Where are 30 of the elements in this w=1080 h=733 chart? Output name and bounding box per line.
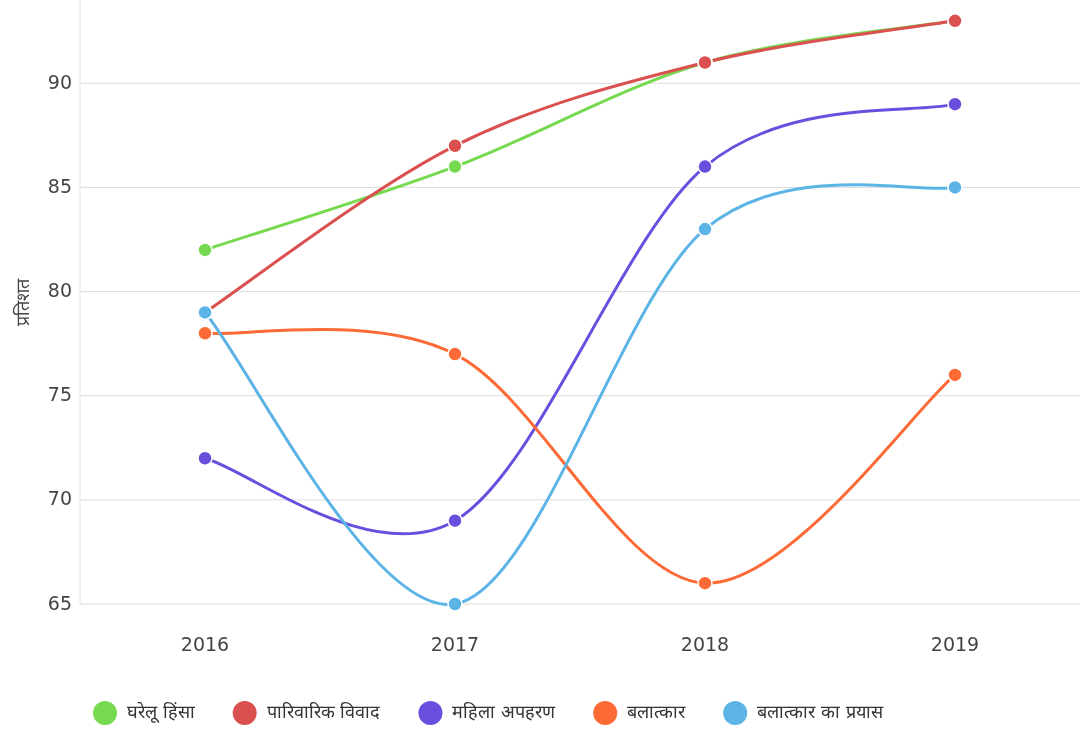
- point: [697, 575, 713, 591]
- y-tick-label: 65: [47, 591, 72, 614]
- point: [947, 96, 963, 112]
- y-axis-title: प्रतिशत: [12, 277, 33, 326]
- y-tick-label: 80: [47, 279, 72, 302]
- point: [447, 512, 463, 529]
- point: [697, 158, 713, 175]
- legend-label: महिला अपहरण: [452, 701, 557, 722]
- y-tick-label: 70: [47, 487, 72, 510]
- x-tick-label: 2016: [180, 632, 230, 655]
- point: [947, 367, 963, 383]
- point: [197, 325, 213, 341]
- legend-label: घरेलू हिंसा: [127, 701, 195, 723]
- x-tick-label: 2019: [930, 632, 980, 655]
- y-tick-label: 90: [47, 70, 72, 93]
- point: [197, 450, 213, 466]
- point: [447, 138, 463, 154]
- point: [447, 346, 463, 362]
- point: [697, 221, 713, 237]
- point: [447, 158, 463, 175]
- x-tick-label: 2017: [430, 632, 480, 655]
- legend-label: बलात्कार का प्रयास: [757, 701, 884, 722]
- x-tick-label: 2018: [680, 632, 730, 655]
- y-tick-label: 75: [47, 383, 72, 406]
- point: [197, 242, 213, 258]
- point: [447, 596, 463, 612]
- point: [947, 179, 963, 196]
- y-tick-label: 85: [47, 174, 72, 197]
- legend-label: बलात्कार: [627, 701, 687, 722]
- legend-label: पारिवारिक विवाद: [266, 701, 381, 722]
